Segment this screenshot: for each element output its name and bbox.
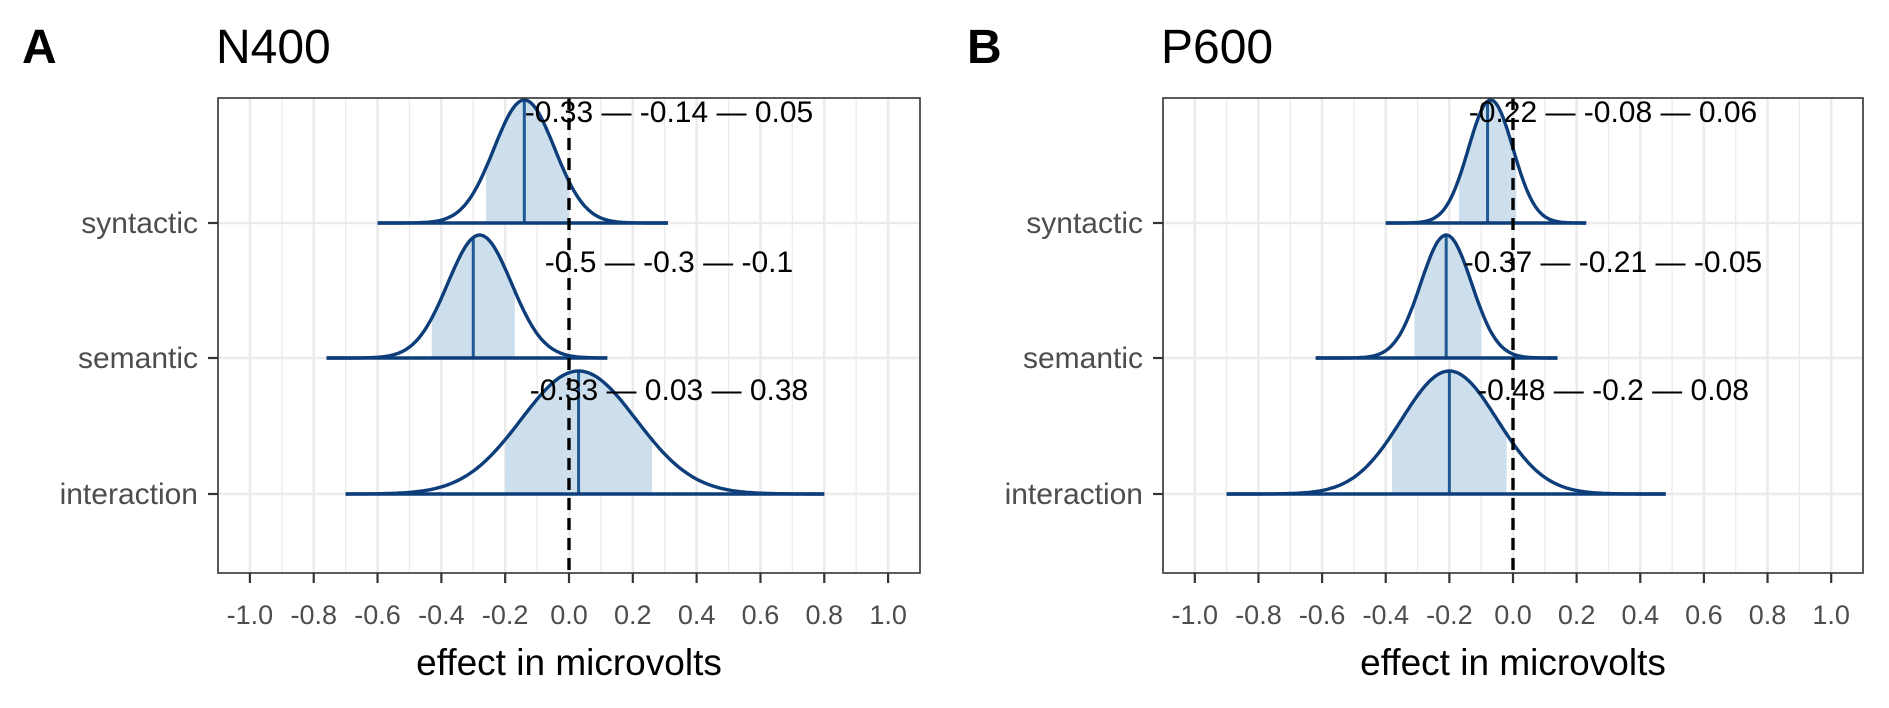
panel-b-xtick-label: 0.6 [1685, 600, 1723, 630]
panel-b-xtick-label: -0.2 [1426, 600, 1473, 630]
panel-a-category-label-syntactic: syntactic [81, 207, 198, 240]
panel-b-xtick-label: -1.0 [1172, 600, 1219, 630]
panel-b-annotation-syntactic: -0.22 — -0.08 — 0.06 [1469, 96, 1758, 129]
panel-a-xtick-label: -1.0 [227, 600, 274, 630]
panel-a-category-label-semantic: semantic [78, 342, 198, 375]
panel-a-xtick-label: 1.0 [869, 600, 907, 630]
panel-b-xtick-label: 1.0 [1812, 600, 1850, 630]
panel-b-xtick-label: 0.8 [1749, 600, 1787, 630]
panel-a-xtick-label: 0.6 [742, 600, 780, 630]
panel-a-annotation-semantic: -0.5 — -0.3 — -0.1 [545, 246, 793, 279]
panel-b-annotation-semantic: -0.37 — -0.21 — -0.05 [1464, 246, 1762, 279]
panel-a-category-label-interaction: interaction [60, 478, 198, 511]
panel-b-xtick-label: -0.6 [1299, 600, 1346, 630]
panel-b-title: P600 [1161, 21, 1273, 74]
panel-a-xtick-label: -0.2 [482, 600, 529, 630]
panel-b-letter: B [967, 21, 1002, 74]
panel-a-ci-area-syntactic [486, 100, 569, 223]
panel-a-xaxis-title: effect in microvolts [416, 642, 722, 683]
panel-b-category-label-interaction: interaction [1005, 478, 1143, 511]
panel-b-xaxis-title: effect in microvolts [1360, 642, 1666, 683]
panel-b-annotation-interaction: -0.48 — -0.2 — 0.08 [1477, 374, 1749, 407]
panel-b-xtick-label: 0.0 [1494, 600, 1532, 630]
panel-a-annotation-interaction: -0.33 — 0.03 — 0.38 [530, 374, 809, 407]
panel-b-xtick-label: -0.4 [1362, 600, 1409, 630]
panel-a-xtick-label: -0.8 [290, 600, 337, 630]
panel-a-xtick-label: -0.6 [354, 600, 401, 630]
panel-a-xtick-label: 0.2 [614, 600, 652, 630]
panel-a-xtick-label: 0.0 [550, 600, 588, 630]
panel-a-xtick-label: 0.8 [805, 600, 843, 630]
panel-a-xtick-label: 0.4 [678, 600, 716, 630]
panel-b-category-label-semantic: semantic [1023, 342, 1143, 375]
panel-b-xtick-label: 0.4 [1621, 600, 1659, 630]
panel-a-title: N400 [216, 21, 331, 74]
panel-a-density-interaction [345, 369, 825, 496]
panel-a-letter: A [22, 21, 57, 74]
panel-b-category-label-syntactic: syntactic [1026, 207, 1143, 240]
panel-a-annotation-syntactic: -0.33 — -0.14 — 0.05 [525, 96, 814, 129]
panel-b-xtick-label: 0.2 [1558, 600, 1596, 630]
panel-a-xtick-label: -0.4 [418, 600, 465, 630]
panel-b-xtick-label: -0.8 [1235, 600, 1282, 630]
